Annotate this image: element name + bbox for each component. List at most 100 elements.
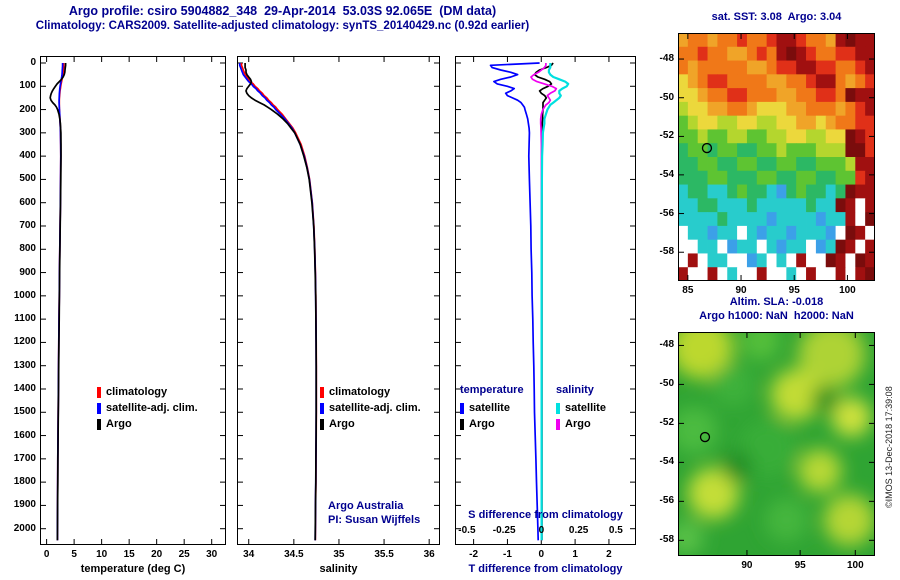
tick-label: 1000 [13,289,36,301]
tick-label: 1800 [13,476,36,488]
tick-label: -52 [659,417,674,429]
tick-label: 30 [206,549,218,560]
tick-label: 1500 [13,406,36,418]
legend-label-satellite-adj: satellite-adj. clim. [106,402,198,414]
tick-label: 200 [19,103,36,115]
diff-legend-temperature-header: temperature [460,384,524,396]
satellite-t-line-swatch [460,402,464,414]
satellite-adj-line-swatch [320,402,324,414]
argo-t-line-swatch [460,418,464,430]
salinity-panel-legend: climatology satellite-adj. clim. Argo [320,384,421,432]
legend-item-argo-s: Argo [556,416,606,432]
argo-line-swatch [320,418,324,430]
imos-watermark: ©IMOS 13-Dec-2018 17:39:08 [884,386,894,508]
tick-label: 10 [96,549,108,560]
legend-label-climatology: climatology [329,386,391,398]
tick-label: -2 [469,549,479,560]
tick-label: 1100 [14,313,36,325]
tick-label: 0 [538,525,545,536]
tick-label: 0 [30,56,36,68]
tick-label: 95 [788,285,800,296]
tick-label: 100 [839,285,856,296]
tick-label: 0.5 [608,525,623,536]
tick-label: 400 [19,150,36,162]
figure-title-line1: Argo profile: csiro 5904882_348 29-Apr-2… [68,4,497,18]
climatology-line-swatch [97,386,101,398]
tick-label: 500 [19,173,36,185]
sla-map-header2: Argo h1000: NaN h2000: NaN [699,310,854,322]
legend-label-argo: Argo [329,418,355,430]
tick-label: 800 [19,243,36,255]
legend-item-satellite-adj: satellite-adj. clim. [97,400,198,416]
tick-label: 85 [682,285,694,296]
climatology-line-swatch [320,386,324,398]
annotation-line1: Argo Australia [328,500,404,512]
tick-label: 1 [572,549,578,560]
t-difference-axis-label: T difference from climatology [468,563,623,575]
tick-label: 900 [19,266,36,278]
tick-label: 1300 [13,359,36,371]
satellite-adj-line-swatch [97,402,101,414]
temperature-profile-plot [40,56,226,545]
tick-label: 700 [19,219,36,231]
argo-australia-annotation: Argo Australia PI: Susan Wijffels [328,499,420,527]
sst-map [678,33,875,281]
tick-label: 5 [71,549,77,560]
tick-label: 1600 [13,429,36,441]
legend-label-argo: Argo [565,418,591,430]
tick-label: 2000 [13,522,36,534]
tick-label: 35.5 [374,549,394,560]
diff-temperature-legend: temperature satellite Argo [460,384,524,432]
legend-label-climatology: climatology [106,386,168,398]
tick-label: 90 [735,285,747,296]
tick-label: 1900 [13,499,36,511]
salinity-profile-plot [237,56,440,545]
temperature-panel-legend: climatology satellite-adj. clim. Argo [97,384,198,432]
tick-label: -56 [659,207,674,219]
legend-item-climatology: climatology [97,384,198,400]
legend-item-satellite-adj: satellite-adj. clim. [320,400,421,416]
diff-salinity-legend: salinity satellite Argo [556,384,606,432]
tick-label: 600 [19,196,36,208]
tick-label: 36 [423,549,435,560]
tick-label: 0 [43,549,50,560]
tick-label: 300 [19,126,36,138]
legend-item-satellite-t: satellite [460,400,524,416]
tick-label: -50 [659,91,674,103]
tick-label: 2 [606,549,612,560]
tick-label: -54 [659,168,674,180]
tick-label: 1700 [13,452,36,464]
tick-label: -54 [659,456,674,468]
tick-label: -50 [659,378,674,390]
tick-label: 0 [538,549,545,560]
tick-label: -58 [659,246,674,258]
sla-map [678,332,875,556]
tick-label: 35 [333,549,345,560]
salinity-axis-label: salinity [319,563,358,575]
tick-label: -0.25 [492,525,516,536]
tick-label: 20 [151,549,163,560]
diff-legend-salinity-header: salinity [556,384,594,396]
legend-label-satellite: satellite [565,402,606,414]
tick-label: 0.25 [568,525,589,536]
tick-label: 1400 [13,382,36,394]
tick-label: 1200 [13,336,36,348]
satellite-s-line-swatch [556,402,560,414]
temperature-axis-label: temperature (deg C) [80,563,186,575]
sst-map-header: sat. SST: 3.08 Argo: 3.04 [711,11,842,23]
argo-line-swatch [97,418,101,430]
difference-profile-plot [455,56,636,545]
legend-item-argo: Argo [320,416,421,432]
tick-label: -48 [659,339,674,351]
legend-item-argo-t: Argo [460,416,524,432]
tick-label: -56 [659,495,674,507]
tick-label: -52 [659,130,674,142]
tick-label: -1 [502,549,512,560]
legend-item-argo: Argo [97,416,198,432]
legend-label-argo: Argo [106,418,132,430]
legend-label-satellite-adj: satellite-adj. clim. [329,402,421,414]
s-difference-axis-label: S difference from climatology [468,509,623,521]
tick-label: 100 [19,80,36,92]
tick-label: 90 [741,560,753,571]
